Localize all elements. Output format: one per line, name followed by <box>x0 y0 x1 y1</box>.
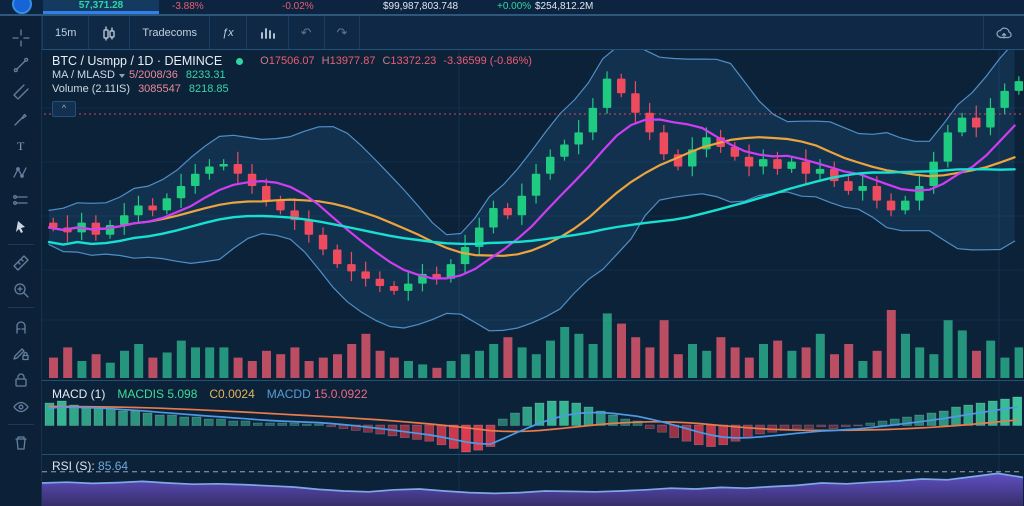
cursor-icon <box>15 220 25 233</box>
status-dot <box>236 58 244 65</box>
ma-indicator-label: MA / MLASD <box>52 69 115 81</box>
drawing-toolbar: T <box>0 16 42 506</box>
pitchfork-icon <box>12 83 29 100</box>
xabcd-pattern-icon <box>12 166 27 178</box>
ticker-strip: 57,371.28 -3.88% -0.02% $99,987,803.748 … <box>0 0 1024 16</box>
rsi-value: 85.64 <box>98 459 129 473</box>
drawing-lock-icon <box>12 347 29 360</box>
chart-column: 15m Tradecoms ƒx ↶ ↷ <box>42 16 1024 506</box>
undo-icon: ↶ <box>300 24 312 40</box>
ruler-icon <box>12 254 29 271</box>
tool-brush[interactable] <box>6 105 36 132</box>
interval-button[interactable]: 15m <box>42 16 90 49</box>
tool-cursor[interactable] <box>6 213 36 240</box>
rsi-chart-canvas[interactable] <box>42 455 1023 506</box>
bar-chart-icon <box>260 27 275 39</box>
tool-xabcd-pattern[interactable] <box>6 159 36 186</box>
macd-value-amber: C0.0024 <box>209 387 255 401</box>
macd-value-pink: 15.0.0922 <box>314 387 368 401</box>
compare-button[interactable]: Tradecoms <box>130 16 211 49</box>
crosshair-icon <box>11 28 30 47</box>
price-legend: BTC / Usmpp / 1D · DEMINCE O 17506.07 H 13… <box>52 55 532 97</box>
tool-pitchfork[interactable] <box>6 78 36 105</box>
redo-button[interactable]: ↷ <box>325 16 361 49</box>
macd-chart-canvas[interactable] <box>42 381 1023 454</box>
templates-button[interactable] <box>247 16 289 49</box>
tool-magnet[interactable] <box>6 312 36 339</box>
volume-value-1: 3085547 <box>138 83 181 95</box>
volume-value: $99,987,803.748 <box>383 1 459 12</box>
brush-icon <box>13 113 27 126</box>
volume-indicator-label: Volume (2.11IS) <box>52 83 131 95</box>
ohlc-high-value: 13977.87 <box>329 55 376 67</box>
redo-icon: ↷ <box>336 24 348 40</box>
svg-text:T: T <box>17 139 25 153</box>
rsi-pane[interactable]: RSI (S): 85.64 <box>42 454 1024 506</box>
ohlc-high-key: H <box>321 55 330 67</box>
legend-collapse-button[interactable]: ^ <box>52 101 76 117</box>
rsi-label: RSI (S): <box>52 459 95 473</box>
tool-price-range[interactable] <box>6 186 36 213</box>
lock-icon <box>14 372 27 387</box>
cloud-upload-icon <box>996 27 1012 39</box>
price-range-icon <box>12 194 28 205</box>
chart-type-button[interactable] <box>89 16 131 49</box>
ohlc-open-value: 17506.07 <box>268 55 315 67</box>
change-pct-2: -0.02% <box>282 1 314 12</box>
macd-value-blue: MACDD <box>266 387 311 401</box>
ticker-price-tab[interactable]: 57,371.28 <box>43 0 159 14</box>
ticker-price: 57,371.28 <box>78 0 124 11</box>
macd-title: MACD (1) <box>52 387 106 401</box>
macd-pane[interactable]: MACD (1) MACDIS 5.098 C0.0024 MACDD 15.0… <box>42 380 1024 454</box>
undo-button[interactable]: ↶ <box>289 16 325 49</box>
indicators-fx-button[interactable]: ƒx <box>210 16 247 49</box>
tool-remove[interactable] <box>6 429 36 456</box>
tool-ruler[interactable] <box>6 249 36 276</box>
price-pane[interactable]: BTC / Usmpp / 1D · DEMINCE O 17506.07 H 13… <box>42 50 1024 380</box>
fx-icon: ƒx <box>222 26 234 39</box>
price-chart-canvas[interactable] <box>42 50 1023 380</box>
sidebar-divider <box>7 424 34 425</box>
active-tab-underline <box>43 11 159 14</box>
sidebar-divider <box>7 244 34 245</box>
tool-eye[interactable] <box>6 393 36 420</box>
trash-icon <box>14 435 27 450</box>
macd-value-green: MACDIS 5.098 <box>117 387 198 401</box>
text-icon: T <box>17 139 25 153</box>
change-pct-3: +0.00% <box>497 1 532 12</box>
ohlc-close-value: 13372.23 <box>390 55 437 67</box>
trend-line-icon <box>13 57 28 72</box>
eye-icon <box>12 401 29 412</box>
ohlc-close-key: C <box>382 55 391 67</box>
tool-lock[interactable] <box>6 366 36 393</box>
macd-legend: MACD (1) MACDIS 5.098 C0.0024 MACDD 15.0… <box>52 387 368 401</box>
tool-zoom-in[interactable] <box>6 276 36 303</box>
tool-crosshair[interactable] <box>6 24 36 51</box>
symbol-title: BTC / Usmpp / 1D · DEMINCE <box>52 54 223 68</box>
ohlc-open-key: O <box>260 55 269 67</box>
tool-text[interactable]: T <box>6 132 36 159</box>
tool-trend-line[interactable] <box>6 51 36 78</box>
platform-logo-icon <box>12 0 32 14</box>
tool-drawing-lock[interactable] <box>6 339 36 366</box>
sidebar-divider <box>7 307 34 308</box>
rsi-legend: RSI (S): 85.64 <box>52 459 128 473</box>
chart-toolbar: 15m Tradecoms ƒx ↶ ↷ <box>42 16 1024 50</box>
candlestick-chart-icon <box>103 25 116 41</box>
publish-button[interactable] <box>983 16 1024 49</box>
magnet-icon <box>15 320 26 334</box>
ohlc-change-value: -3.36599 (-0.86%) <box>443 55 532 67</box>
volume-value-2: 8218.85 <box>188 83 229 95</box>
change-pct-1: -3.88% <box>172 1 204 12</box>
market-cap-value: $254,812.2M <box>535 1 594 12</box>
ma-value-2: 8233.31 <box>185 69 226 81</box>
chevron-down-icon[interactable] <box>118 73 125 78</box>
zoom-in-icon <box>13 282 29 298</box>
ma-value-1: 5/2008/36 <box>128 69 178 81</box>
